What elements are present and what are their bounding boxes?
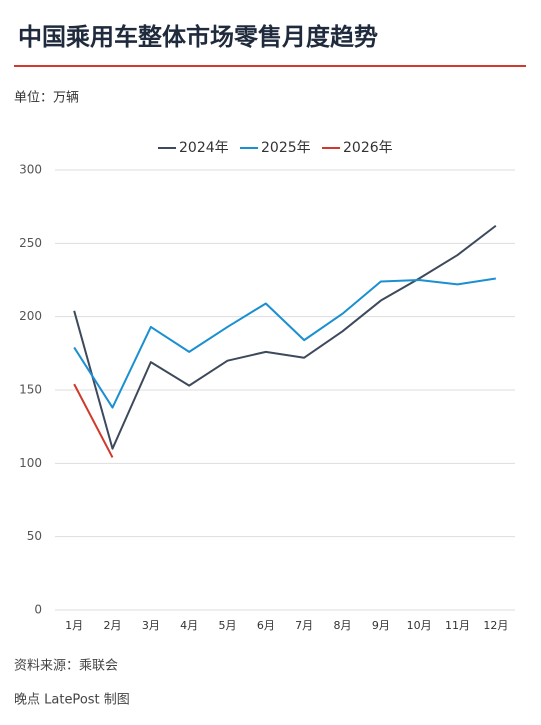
footer: 晚点 LatePost 制图 <box>14 693 130 708</box>
x-tick-label: 8月 <box>334 619 352 632</box>
chart-title: 中国乘用车整体市场零售月度趋势 <box>18 23 378 51</box>
series-line <box>73 224 497 450</box>
y-tick-label: 100 <box>19 456 42 470</box>
legend-label: 2026年 <box>343 140 393 156</box>
legend-label: 2024年 <box>179 140 229 156</box>
y-tick-label: 0 <box>34 603 42 617</box>
x-tick-label: 12月 <box>483 619 508 632</box>
y-tick-label: 250 <box>19 236 42 250</box>
x-tick-label: 10月 <box>407 619 432 632</box>
x-tick-label: 2月 <box>104 619 122 632</box>
series-line <box>73 277 496 409</box>
x-tick-label: 5月 <box>219 619 237 632</box>
source: 资料来源：乘联会 <box>14 659 118 674</box>
x-tick-label: 11月 <box>445 619 470 632</box>
legend-label: 2025年 <box>261 140 311 156</box>
series-line <box>73 383 114 458</box>
x-tick-label: 1月 <box>65 619 83 632</box>
unit-label: 单位：万辆 <box>14 91 79 106</box>
y-tick-label: 200 <box>19 309 42 323</box>
x-tick-label: 3月 <box>142 619 160 632</box>
x-tick-label: 7月 <box>295 619 313 632</box>
y-tick-label: 50 <box>27 529 42 543</box>
x-tick-label: 4月 <box>180 619 198 632</box>
x-tick-label: 6月 <box>257 619 275 632</box>
y-tick-label: 300 <box>19 163 42 177</box>
x-tick-label: 9月 <box>372 619 390 632</box>
y-tick-label: 150 <box>19 383 42 397</box>
